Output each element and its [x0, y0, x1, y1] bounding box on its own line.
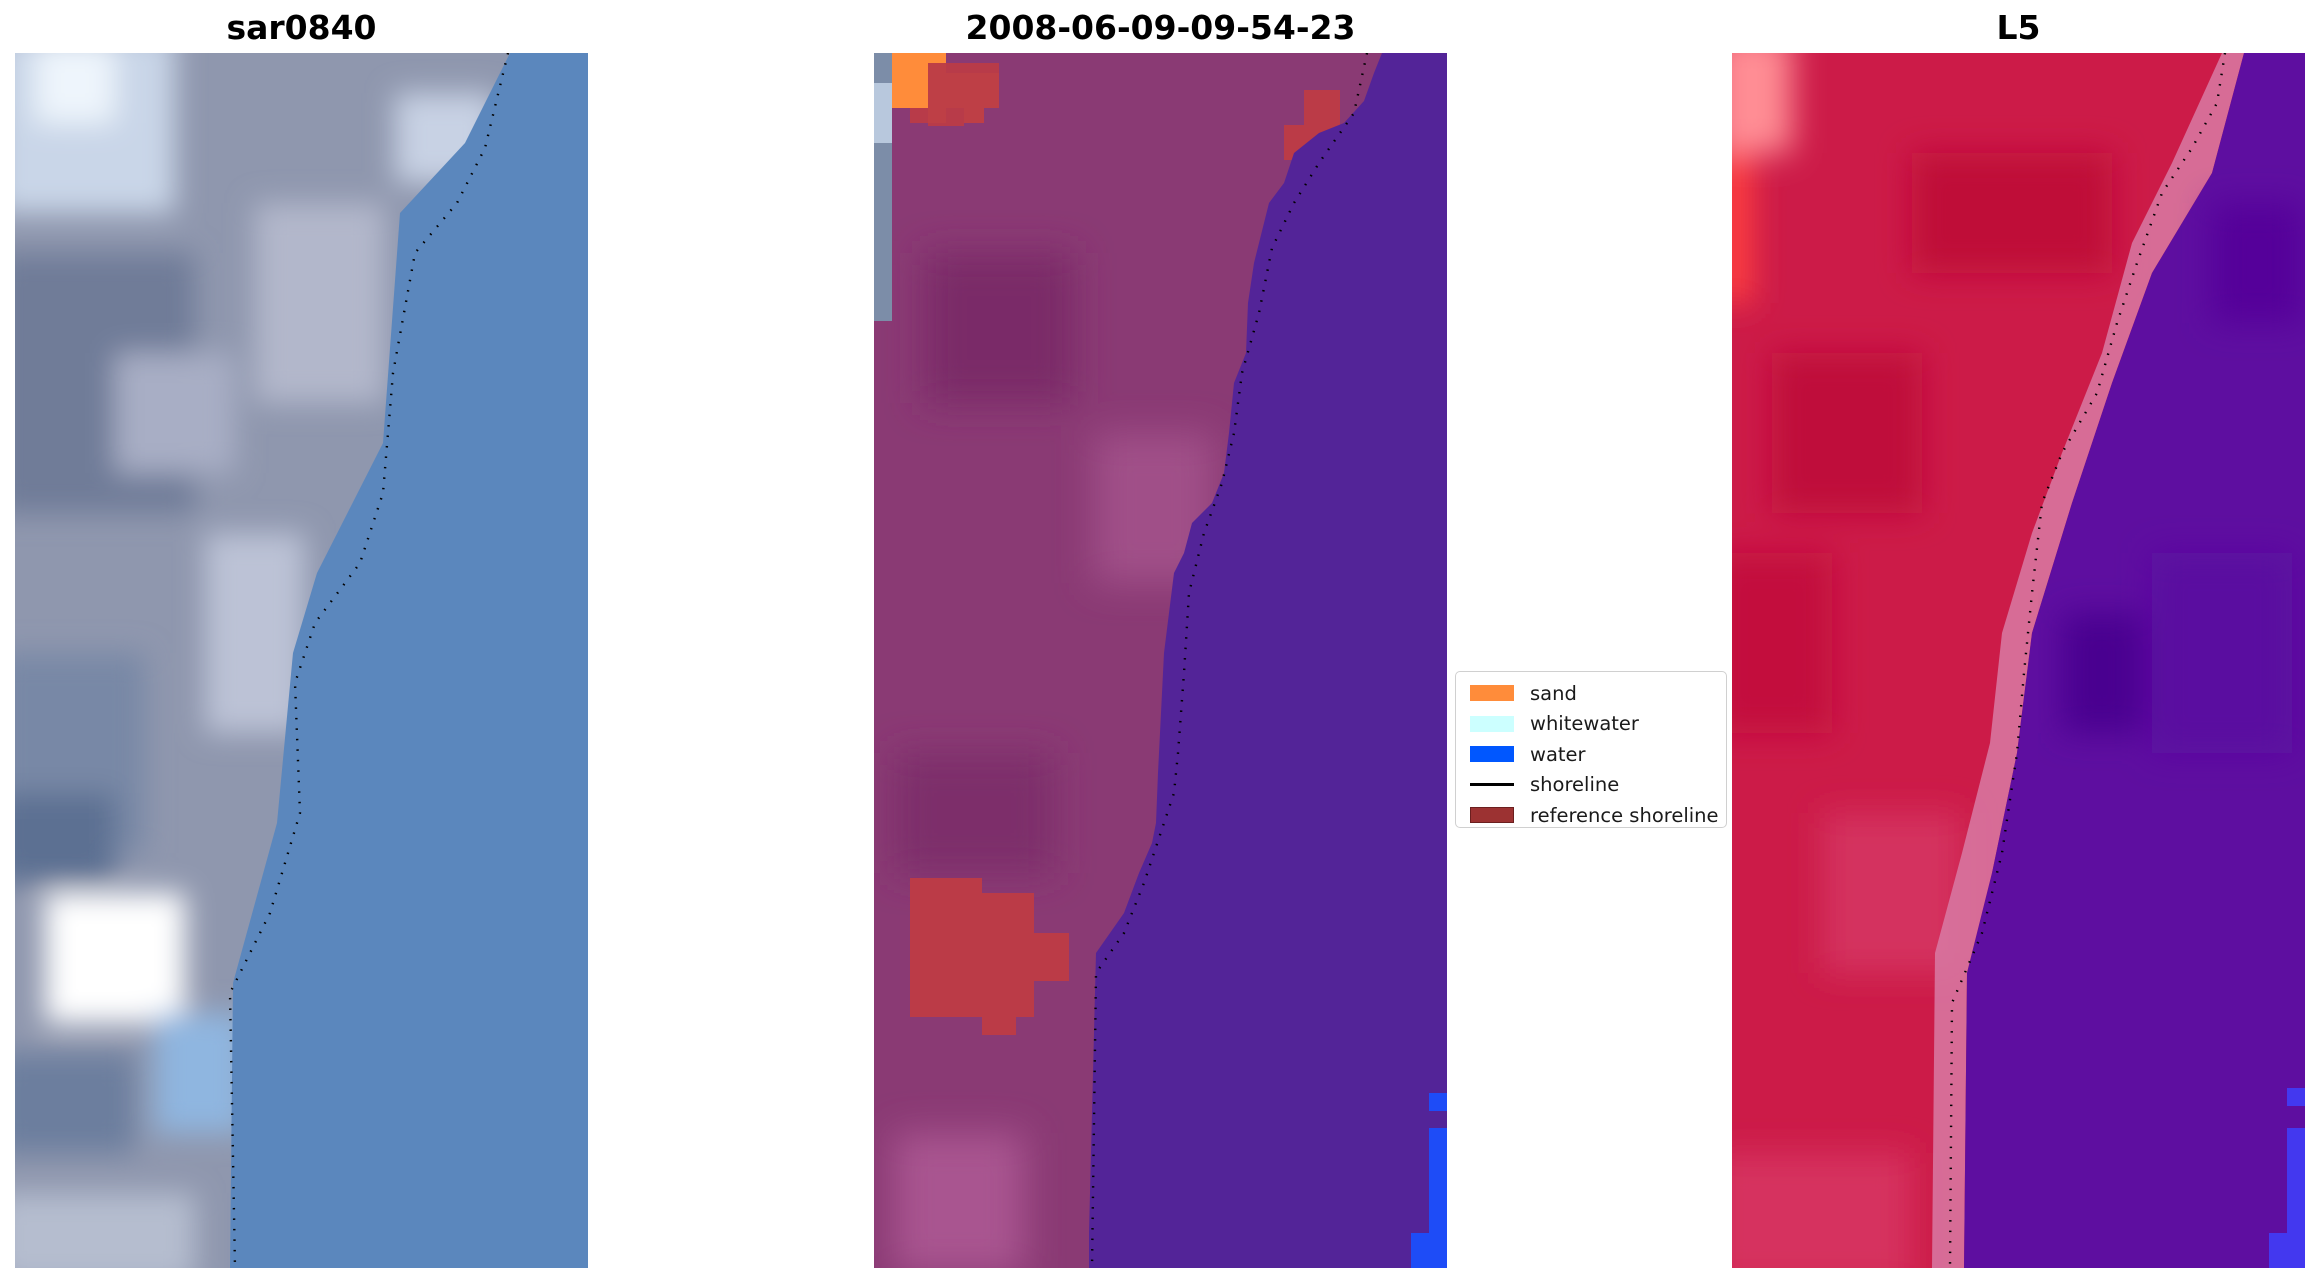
legend-label-reference-shoreline: reference shoreline: [1530, 803, 1719, 827]
reference-shoreline-swatch: [1470, 807, 1514, 824]
legend-label-sand: sand: [1530, 681, 1577, 705]
panel-title-rgb: sar0840: [226, 8, 377, 47]
panel-title-classification: 2008-06-09-09-54-23: [965, 8, 1356, 47]
legend-item-sand: sand: [1464, 678, 1718, 709]
legend-item-reference-shoreline: reference shoreline: [1464, 800, 1719, 831]
shoreline-line-false-color: [1948, 53, 2227, 1268]
rgb-image-panel: [15, 53, 588, 1268]
legend-item-water: water: [1464, 739, 1718, 770]
panel-title-false-color: L5: [1996, 8, 2041, 47]
rgb-image: [15, 53, 588, 1268]
legend-item-whitewater: whitewater: [1464, 709, 1718, 740]
classification-image: [874, 53, 1447, 1268]
shoreline-swatch: [1470, 783, 1514, 787]
legend-label-whitewater: whitewater: [1530, 712, 1639, 736]
shoreline-line-rgb: [228, 53, 510, 1268]
false-color-image: [1732, 53, 2305, 1268]
classification-panel: [874, 53, 1447, 1268]
water-swatch: [1470, 746, 1514, 763]
water-pixels: [1429, 1093, 1447, 1111]
legend-label-shoreline: shoreline: [1530, 773, 1620, 797]
false-color-panel: [1732, 53, 2305, 1268]
whitewater-swatch: [1470, 715, 1514, 732]
legend-item-shoreline: shoreline: [1464, 770, 1718, 801]
sand-swatch: [1470, 685, 1514, 702]
legend: sand whitewater water shoreline referenc…: [1455, 671, 1727, 828]
legend-label-water: water: [1530, 742, 1586, 766]
